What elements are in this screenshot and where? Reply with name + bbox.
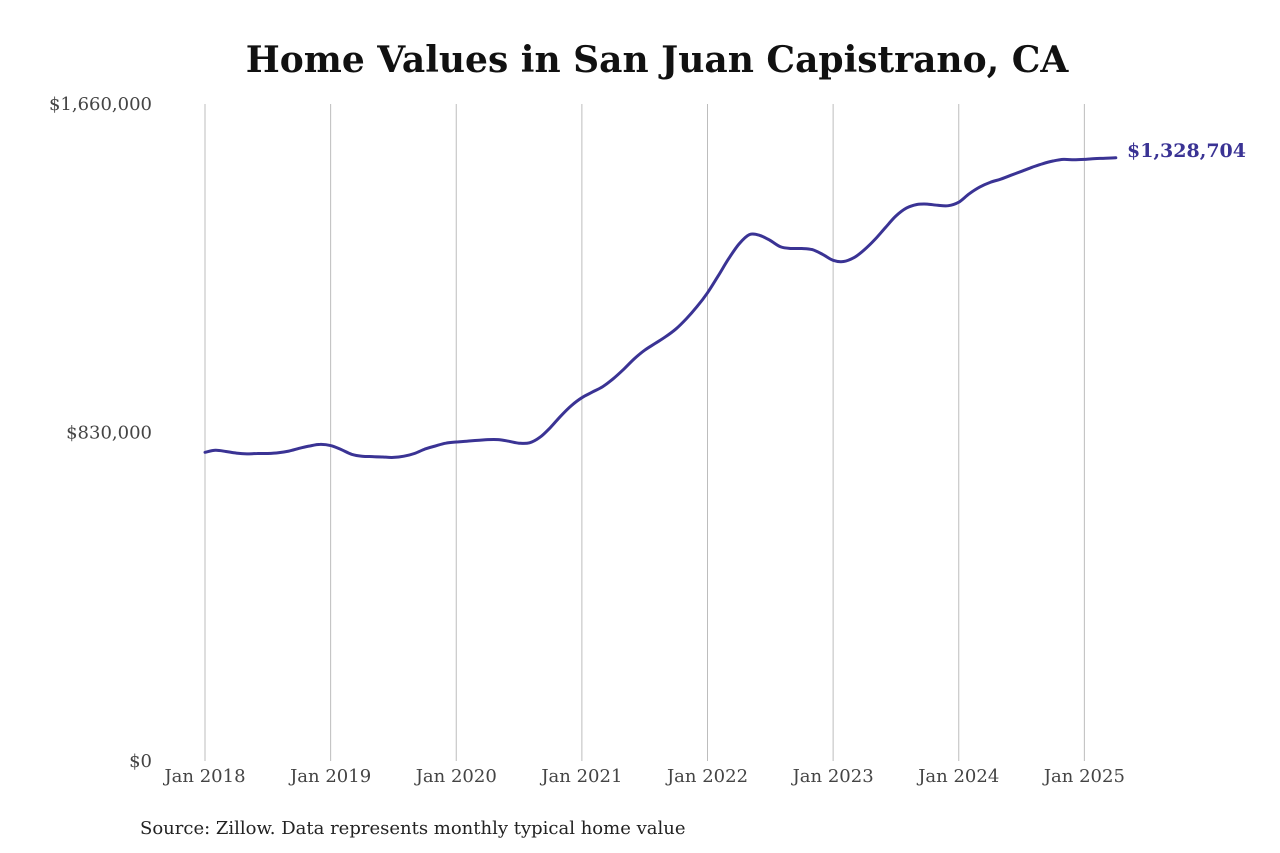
series-line — [203, 156, 1118, 459]
last-value-label: $1,328,704 — [1127, 140, 1246, 162]
x-tick-label: Jan 2021 — [539, 766, 622, 787]
x-tick-label: Jan 2019 — [288, 766, 371, 787]
x-tick-label: Jan 2020 — [414, 766, 497, 787]
y-axis: $0 $830,000 $1,660,000 — [49, 94, 152, 772]
x-tick-label: Jan 2018 — [162, 766, 245, 787]
x-axis: Jan 2018 Jan 2019 Jan 2020 Jan 2021 Jan 2022… — [162, 766, 1124, 787]
grid-lines — [204, 104, 1085, 761]
y-tick-label: $1,660,000 — [49, 94, 152, 115]
x-tick-label: Jan 2025 — [1042, 766, 1125, 787]
source-note: Source: Zillow. Data represents monthly … — [140, 818, 686, 839]
x-tick-label: Jan 2022 — [665, 766, 748, 787]
chart-title: Home Values in San Juan Capistrano, CA — [246, 39, 1070, 81]
x-tick-label: Jan 2023 — [791, 766, 874, 787]
x-tick-label: Jan 2024 — [916, 766, 999, 787]
y-tick-label: $830,000 — [66, 423, 152, 444]
y-tick-label: $0 — [129, 751, 152, 772]
